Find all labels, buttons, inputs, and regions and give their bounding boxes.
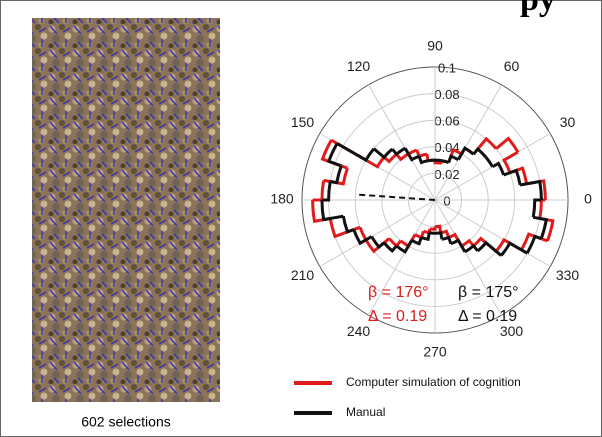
r-tick-label: 0	[443, 193, 450, 208]
annotation: Δ = 0.19	[368, 308, 427, 325]
r-tick-label: 0.06	[434, 114, 459, 129]
mean-direction	[355, 194, 435, 200]
angle-label: 120	[347, 58, 371, 74]
r-tick-label: 0.08	[434, 87, 459, 102]
annotation: β = 176°	[368, 284, 429, 301]
bin-outline	[540, 200, 546, 218]
r-tick-label: 0.1	[438, 60, 456, 75]
bin-outline	[496, 138, 518, 152]
angle-label: 150	[291, 114, 315, 130]
angle-label: 180	[270, 191, 294, 207]
bin-outline	[374, 149, 392, 158]
bin-outline	[442, 161, 449, 163]
angle-label: 330	[556, 267, 580, 283]
caption: 602 selections	[81, 414, 171, 430]
bin-outline	[430, 227, 435, 230]
legend-label: Computer simulation of cognition	[346, 375, 521, 389]
legend-label: Manual	[346, 405, 385, 419]
r-tick-label: 0.04	[434, 140, 459, 155]
bin-outline	[360, 227, 366, 240]
bin-outline	[435, 160, 442, 161]
bin-outline	[337, 143, 374, 160]
figure: py 602 selections 00.020.040.060.080.103…	[0, 0, 602, 437]
angle-label: 210	[291, 267, 315, 283]
bin-outline	[428, 160, 435, 161]
annotation: Δ = 0.19	[458, 308, 517, 325]
bin-outline	[343, 216, 353, 232]
angle-label: 0	[584, 191, 592, 207]
bin-outline	[527, 236, 541, 253]
angle-label: 90	[427, 38, 443, 54]
bin-outline	[313, 180, 324, 200]
bin-outline	[486, 157, 493, 166]
grid-spoke	[320, 200, 435, 267]
angle-label: 30	[560, 114, 576, 130]
angle-label: 270	[423, 344, 447, 360]
header-fragment: py	[520, 0, 556, 18]
bin-outline	[458, 148, 473, 160]
bin-outline	[435, 233, 442, 240]
bin-outline	[424, 229, 430, 233]
angle-label: 300	[500, 323, 524, 339]
polar-chart: 00.020.040.060.080.103060901201501802102…	[270, 38, 592, 419]
angle-label: 240	[347, 323, 371, 339]
bin-outline	[493, 163, 504, 175]
bin-outline	[392, 148, 405, 154]
bin-outline	[442, 237, 451, 243]
angle-label: 60	[504, 58, 520, 74]
gravel-photo	[32, 18, 220, 402]
bin-outline	[520, 182, 541, 200]
annotation: β = 175°	[458, 284, 519, 301]
bin-outline	[322, 200, 343, 220]
bin-outline	[465, 246, 478, 252]
bin-outline	[429, 233, 435, 234]
bin-outline	[473, 149, 485, 157]
bin-outline	[329, 143, 341, 165]
bin-outline	[462, 241, 474, 246]
bin-outline	[397, 154, 409, 159]
grid-spoke	[369, 85, 436, 200]
bin-outline	[372, 237, 384, 247]
